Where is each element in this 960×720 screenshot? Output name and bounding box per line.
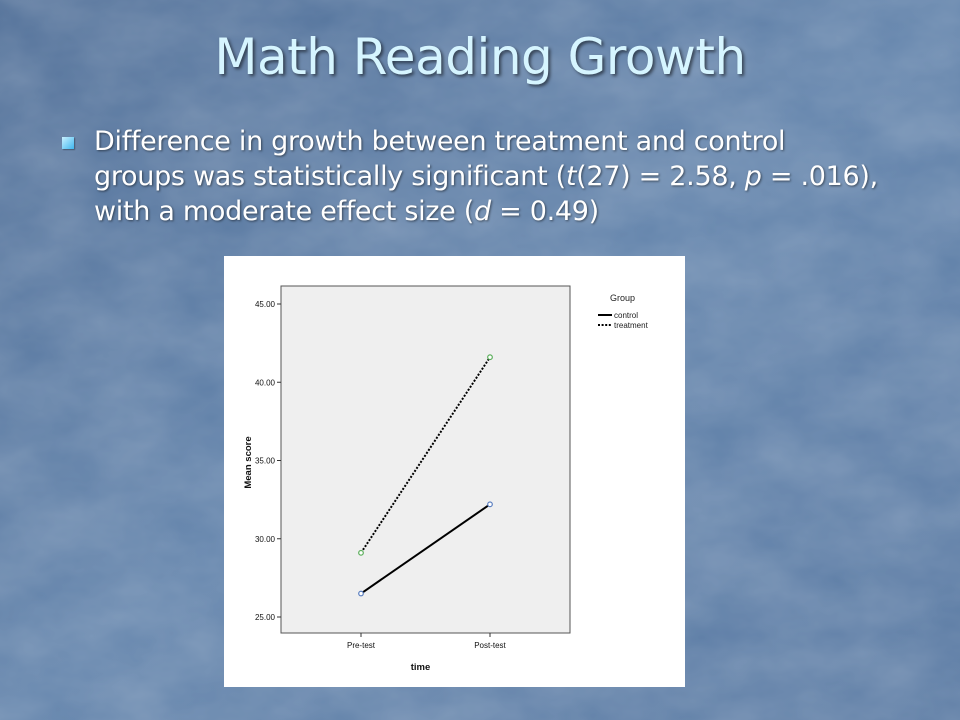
bullet-text: Difference in growth between treatment a… — [94, 124, 882, 229]
y-tick-label: 30.00 — [255, 535, 276, 544]
y-tick-label: 25.00 — [255, 613, 276, 622]
x-tick-label: Post-test — [474, 641, 506, 650]
bullet-point: Difference in growth between treatment a… — [62, 124, 882, 229]
y-axis-title: Mean score — [243, 436, 254, 488]
legend-title: Group — [610, 293, 635, 303]
chart-image: 25.00 30.00 35.00 40.00 45.00 Pre-test Post-te… — [224, 256, 685, 687]
legend-label-treatment: treatment — [614, 321, 649, 330]
plot-area — [280, 285, 571, 634]
t-symbol: t — [565, 161, 577, 192]
data-point-control — [358, 590, 364, 597]
legend-label-control: control — [614, 311, 638, 320]
series-line-treatment — [360, 356, 491, 554]
data-point-treatment — [358, 549, 364, 556]
bullet-square-icon — [62, 137, 74, 149]
bullet-text-part: = 0.49) — [490, 196, 599, 227]
slide-title: Math Reading Growth — [214, 28, 746, 86]
p-symbol: p — [744, 161, 762, 192]
x-axis-title: time — [411, 662, 431, 673]
y-tick-label: 40.00 — [255, 378, 276, 387]
data-point-control — [487, 501, 493, 508]
d-symbol: d — [474, 196, 491, 227]
series-line-control — [360, 503, 491, 595]
y-tick-label: 45.00 — [255, 300, 276, 309]
data-point-treatment — [487, 354, 493, 361]
line-chart: 25.00 30.00 35.00 40.00 45.00 Pre-test Post-te… — [243, 285, 649, 673]
bullet-text-part: Difference in growth between treatment a… — [94, 126, 786, 192]
y-tick-label: 35.00 — [255, 457, 276, 466]
bullet-text-part: = .016), with a moderate effect size ( — [94, 161, 878, 227]
x-tick-label: Pre-test — [347, 641, 376, 650]
bullet-text-part: (27) = 2.58, — [576, 161, 745, 192]
